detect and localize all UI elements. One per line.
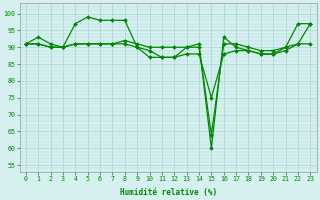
X-axis label: Humidité relative (%): Humidité relative (%) (120, 188, 217, 197)
